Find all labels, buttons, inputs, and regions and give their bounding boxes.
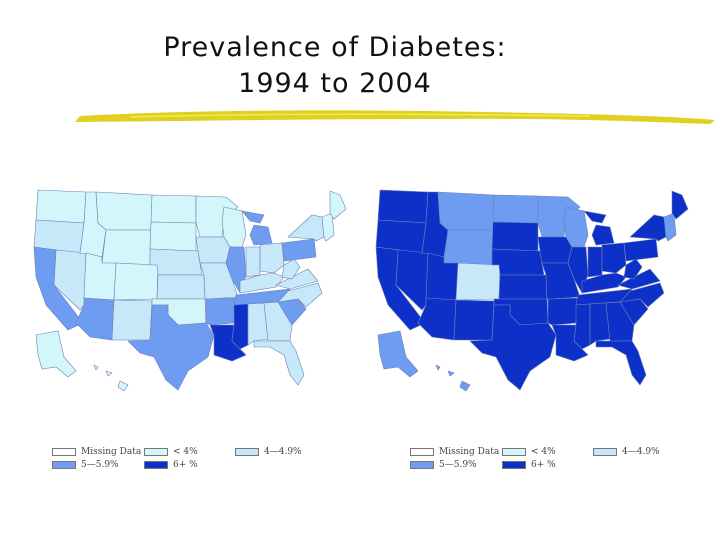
state-new-england: [663, 212, 677, 242]
state-al: [247, 302, 269, 346]
legend-swatch: [502, 461, 526, 469]
state-co: [113, 262, 159, 301]
legend-item-5to5-9: 5—5.9%: [52, 460, 119, 470]
state-nm: [111, 299, 153, 341]
legend-item-lt4: < 4%: [502, 447, 556, 457]
state-ms: [573, 303, 591, 350]
state-nd: [150, 194, 197, 224]
state-ms: [231, 303, 249, 350]
state-hi: [435, 364, 471, 392]
title-line-1: Prevalence of Diabetes:: [163, 32, 507, 63]
state-me: [671, 190, 689, 220]
legend-2004: Missing Data < 4% 4—4.9% 5—5.9% 6+ %: [410, 447, 720, 473]
legend-label: < 4%: [531, 447, 556, 457]
legend-label: 4—4.9%: [622, 447, 660, 457]
legend-label: Missing Data: [439, 447, 500, 457]
state-ar: [547, 297, 579, 326]
state-ny: [287, 214, 325, 242]
state-pa: [281, 238, 317, 262]
state-ak: [377, 330, 419, 378]
state-tx: [127, 304, 215, 391]
state-pa: [623, 238, 659, 262]
state-al: [589, 302, 611, 346]
state-ak: [35, 330, 77, 378]
state-ny: [629, 214, 667, 242]
legend-swatch: [593, 448, 617, 456]
state-wa: [35, 189, 87, 224]
state-fl: [595, 340, 647, 386]
state-ga: [263, 301, 293, 342]
legend-swatch: [410, 448, 434, 456]
state-mt: [95, 191, 153, 231]
legend-swatch: [144, 461, 168, 469]
legend-item-missing: Missing Data: [410, 447, 499, 457]
legend-swatch: [144, 448, 168, 456]
state-oh: [259, 242, 285, 274]
legend-label: Missing Data: [81, 447, 142, 457]
legend-item-missing: Missing Data: [52, 447, 141, 457]
state-oh: [601, 242, 627, 274]
state-wy: [101, 229, 152, 266]
state-mi: [241, 210, 273, 246]
state-me: [329, 190, 347, 220]
legend-label: 5—5.9%: [81, 460, 119, 470]
legend-swatch: [410, 461, 434, 469]
legend-swatch: [502, 448, 526, 456]
legend-item-6plus: 6+ %: [502, 460, 556, 470]
map-2004: [375, 189, 689, 392]
state-ar: [205, 297, 237, 326]
legend-item-5to5-9: 5—5.9%: [410, 460, 477, 470]
state-wa: [377, 189, 429, 224]
legend-item-lt4: < 4%: [144, 447, 198, 457]
legend-label: 5—5.9%: [439, 460, 477, 470]
title-line-2: 1994 to 2004: [238, 68, 432, 99]
state-sd: [491, 221, 539, 252]
legend-swatch: [235, 448, 259, 456]
state-nm: [453, 299, 495, 341]
state-fl: [253, 340, 305, 386]
legend-item-6plus: 6+ %: [144, 460, 198, 470]
legend-label: 4—4.9%: [264, 447, 302, 457]
state-ia: [195, 236, 231, 264]
state-ks: [498, 274, 548, 300]
legend-swatch: [52, 461, 76, 469]
legend-label: 6+ %: [531, 460, 556, 470]
map-1994: [33, 189, 347, 392]
state-in: [587, 246, 603, 278]
state-in: [245, 246, 261, 278]
state-new-england: [321, 212, 335, 242]
state-tx: [469, 304, 557, 391]
state-mi: [583, 210, 615, 246]
legend-item-4to4-9: 4—4.9%: [593, 447, 660, 457]
state-ia: [537, 236, 573, 264]
state-sd: [149, 221, 197, 252]
slide-title: Prevalence of Diabetes: 1994 to 2004: [100, 30, 570, 102]
state-co: [455, 262, 501, 301]
state-ne: [491, 248, 545, 276]
state-nc: [619, 282, 665, 308]
legend-1994: Missing Data < 4% 4—4.9% 5—5.9% 6+ %: [52, 447, 372, 473]
legend-label: 6+ %: [173, 460, 198, 470]
title-underline: [75, 110, 715, 124]
state-mt: [437, 191, 495, 231]
state-nc: [277, 282, 323, 308]
legend-item-4to4-9: 4—4.9%: [235, 447, 302, 457]
legend-swatch: [52, 448, 76, 456]
state-wy: [443, 229, 494, 266]
state-ne: [149, 248, 203, 276]
state-hi: [93, 364, 129, 392]
legend-label: < 4%: [173, 447, 198, 457]
state-ks: [156, 274, 206, 300]
state-nd: [492, 194, 539, 224]
state-ga: [605, 301, 635, 342]
